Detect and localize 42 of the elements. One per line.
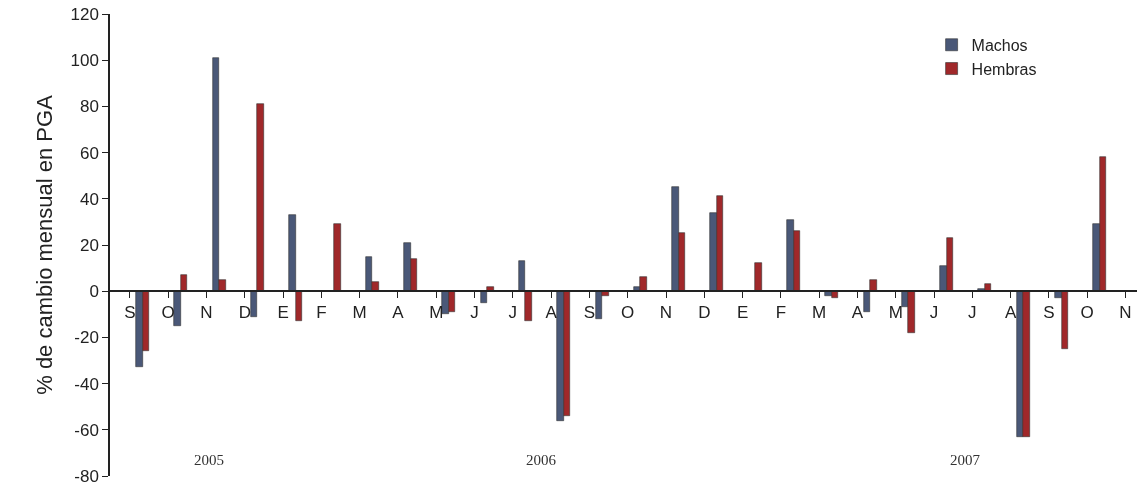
y-tick-label: -60 xyxy=(74,420,99,440)
legend-label: Machos xyxy=(971,37,1028,54)
x-tick-label: D xyxy=(698,303,711,323)
x-tick-label: J xyxy=(470,303,479,323)
y-tick-label: 20 xyxy=(79,235,99,255)
x-tick-label: M xyxy=(352,303,367,323)
y-tick-label: 80 xyxy=(79,97,99,117)
annotation: 2007 xyxy=(950,452,981,468)
y-tick-label: 60 xyxy=(79,143,99,163)
annotation: 2006 xyxy=(526,452,557,468)
x-tick-label: D xyxy=(238,303,251,323)
x-tick-label: J xyxy=(508,303,518,323)
x-tick-label: A xyxy=(1004,303,1017,323)
x-tick-label: N xyxy=(659,303,673,323)
x-tick-label: S xyxy=(583,303,596,323)
y-tick-label: 0 xyxy=(89,282,99,302)
y-tick-label: 100 xyxy=(70,51,99,71)
x-tick-label: M xyxy=(812,303,827,323)
x-tick-label: S xyxy=(124,303,136,323)
y-tick-label: 120 xyxy=(70,4,99,24)
x-tick-label: M xyxy=(429,303,444,323)
y-tick-label: -80 xyxy=(74,466,99,486)
y-tick-label: -20 xyxy=(74,328,99,348)
x-tick-label: O xyxy=(621,303,635,323)
x-tick-label: E xyxy=(277,303,289,323)
x-tick-label: M xyxy=(888,303,903,323)
x-tick-label: O xyxy=(1080,303,1094,323)
annotation: 2005 xyxy=(194,452,224,468)
x-tick-label: E xyxy=(736,303,749,323)
x-tick-label: J xyxy=(929,303,939,323)
y-tick-label: 40 xyxy=(79,189,99,209)
x-tick-label: N xyxy=(200,303,213,323)
x-tick-label: F xyxy=(316,303,327,323)
x-tick-label: J xyxy=(968,303,977,323)
x-tick-label: F xyxy=(775,303,787,323)
legend-label: Hembras xyxy=(971,60,1037,78)
y-axis-title: % de cambio mensual en PGA xyxy=(31,94,57,395)
x-tick-label: N xyxy=(1119,303,1132,323)
x-tick-label: A xyxy=(392,303,405,323)
y-tick-label: -40 xyxy=(74,374,99,394)
x-tick-label: S xyxy=(1043,303,1055,323)
x-tick-label: A xyxy=(851,303,864,323)
